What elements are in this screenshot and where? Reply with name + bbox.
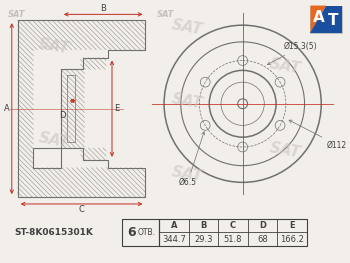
Text: Ø6.5: Ø6.5	[179, 132, 205, 186]
Text: B: B	[200, 221, 206, 230]
Bar	[159, 219, 307, 246]
Text: 344.7: 344.7	[162, 235, 186, 244]
Text: A: A	[171, 221, 177, 230]
Text: ОТВ.: ОТВ.	[138, 228, 155, 237]
Text: T: T	[328, 13, 338, 28]
Text: SAT: SAT	[37, 130, 71, 150]
Text: SAT: SAT	[170, 17, 204, 37]
Text: SAT: SAT	[268, 56, 302, 77]
Text: Ø15.3(5): Ø15.3(5)	[267, 42, 317, 65]
Polygon shape	[310, 6, 342, 33]
Text: SAT: SAT	[268, 140, 302, 160]
Text: ST-8K0615301K: ST-8K0615301K	[15, 228, 93, 237]
Text: SAT: SAT	[37, 37, 71, 57]
Text: D: D	[60, 111, 66, 120]
Text: C: C	[230, 221, 236, 230]
Text: B: B	[100, 4, 106, 13]
Text: SAT: SAT	[170, 164, 204, 185]
Text: 29.3: 29.3	[194, 235, 212, 244]
Text: SAT: SAT	[157, 11, 175, 19]
Text: 68: 68	[257, 235, 268, 244]
Text: SAT: SAT	[8, 11, 25, 19]
Text: Ø112: Ø112	[289, 120, 347, 150]
Text: 6: 6	[127, 226, 136, 239]
Text: 166.2: 166.2	[280, 235, 304, 244]
Text: 51.8: 51.8	[224, 235, 242, 244]
Text: A: A	[4, 104, 10, 113]
Text: E: E	[289, 221, 295, 230]
Text: E: E	[114, 104, 119, 113]
Text: SAT: SAT	[170, 91, 204, 111]
Polygon shape	[310, 6, 326, 33]
Text: A: A	[313, 11, 325, 26]
Bar	[122, 219, 159, 246]
Bar	[310, 6, 342, 33]
Text: D: D	[259, 221, 266, 230]
Text: C: C	[79, 205, 84, 214]
